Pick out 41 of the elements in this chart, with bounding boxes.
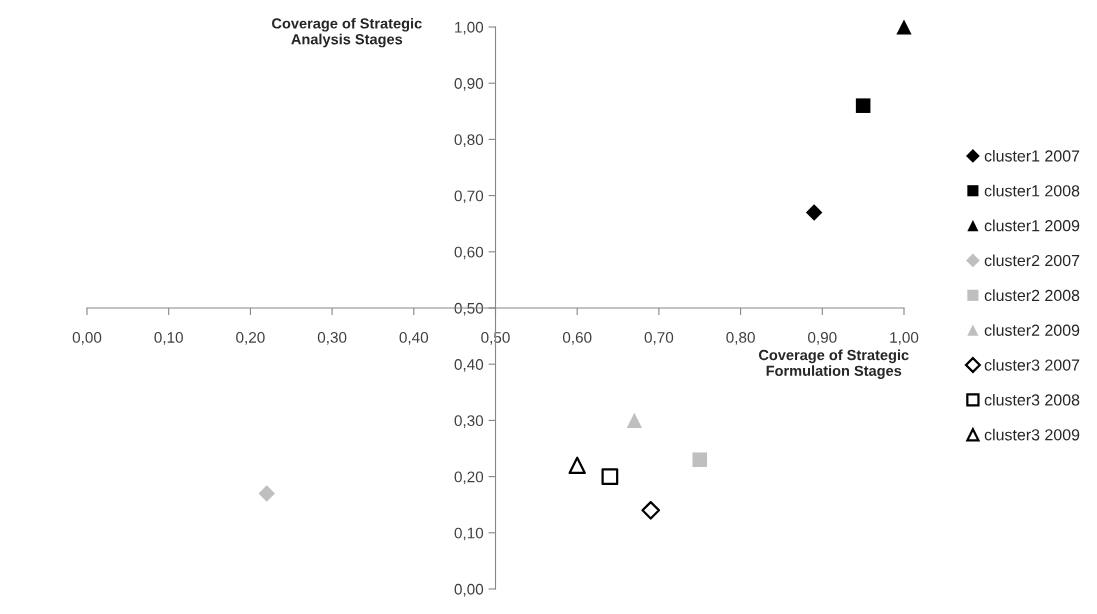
- x-tick-label: 0,60: [562, 332, 592, 345]
- legend-label: cluster2 2007: [984, 254, 1080, 267]
- y-tick-label: 1,00: [455, 21, 484, 35]
- y-tick-label: 0,00: [454, 583, 484, 597]
- legend-label: cluster1 2007: [984, 149, 1080, 162]
- y-tick-label: 0,80: [454, 134, 484, 147]
- point: [855, 98, 871, 113]
- point: [896, 19, 912, 35]
- point: [641, 500, 661, 520]
- x-tick-label: 0,90: [808, 332, 837, 345]
- legend-label: cluster2 2009: [984, 324, 1080, 336]
- point: [568, 456, 586, 475]
- x-tick-label: 0,80: [726, 332, 755, 345]
- x-tick-label: 0,70: [644, 332, 674, 345]
- point: [258, 485, 275, 502]
- y-tick-label: 0,50: [454, 302, 484, 316]
- point: [601, 468, 619, 485]
- legend-label: cluster3 2009: [984, 428, 1080, 441]
- legend-label: cluster1 2008: [984, 184, 1080, 197]
- legend-label: cluster2 2008: [984, 289, 1080, 302]
- point: [626, 412, 642, 429]
- y-tick-label: 0,30: [454, 415, 484, 428]
- y-tick-label: 0,60: [454, 246, 484, 260]
- point: [805, 204, 823, 221]
- legend-label: cluster1 2009: [984, 219, 1080, 232]
- x-axis-title: Coverage of Strategic Formulation Stages: [758, 349, 909, 379]
- x-tick-label: 0,10: [154, 332, 183, 345]
- x-tick-label: 1,00: [890, 332, 919, 345]
- point: [692, 452, 708, 468]
- y-tick-label: 0,70: [454, 190, 484, 204]
- x-tick-label: 0,40: [399, 332, 429, 345]
- x-tick-label: 0,30: [317, 332, 347, 345]
- legend-label: cluster3 2008: [984, 393, 1080, 406]
- y-tick-label: 0,40: [454, 359, 484, 372]
- y-tick-label: 0,20: [454, 471, 484, 485]
- y-tick-label: 0,10: [454, 527, 484, 541]
- legend-label: cluster3 2007: [984, 359, 1080, 371]
- y-tick-label: 0,90: [454, 78, 484, 91]
- x-tick-label: 0,20: [236, 332, 265, 345]
- y-axis-title: Coverage of Strategic Analysis Stages: [272, 17, 422, 48]
- x-tick-label: 0,00: [72, 332, 102, 345]
